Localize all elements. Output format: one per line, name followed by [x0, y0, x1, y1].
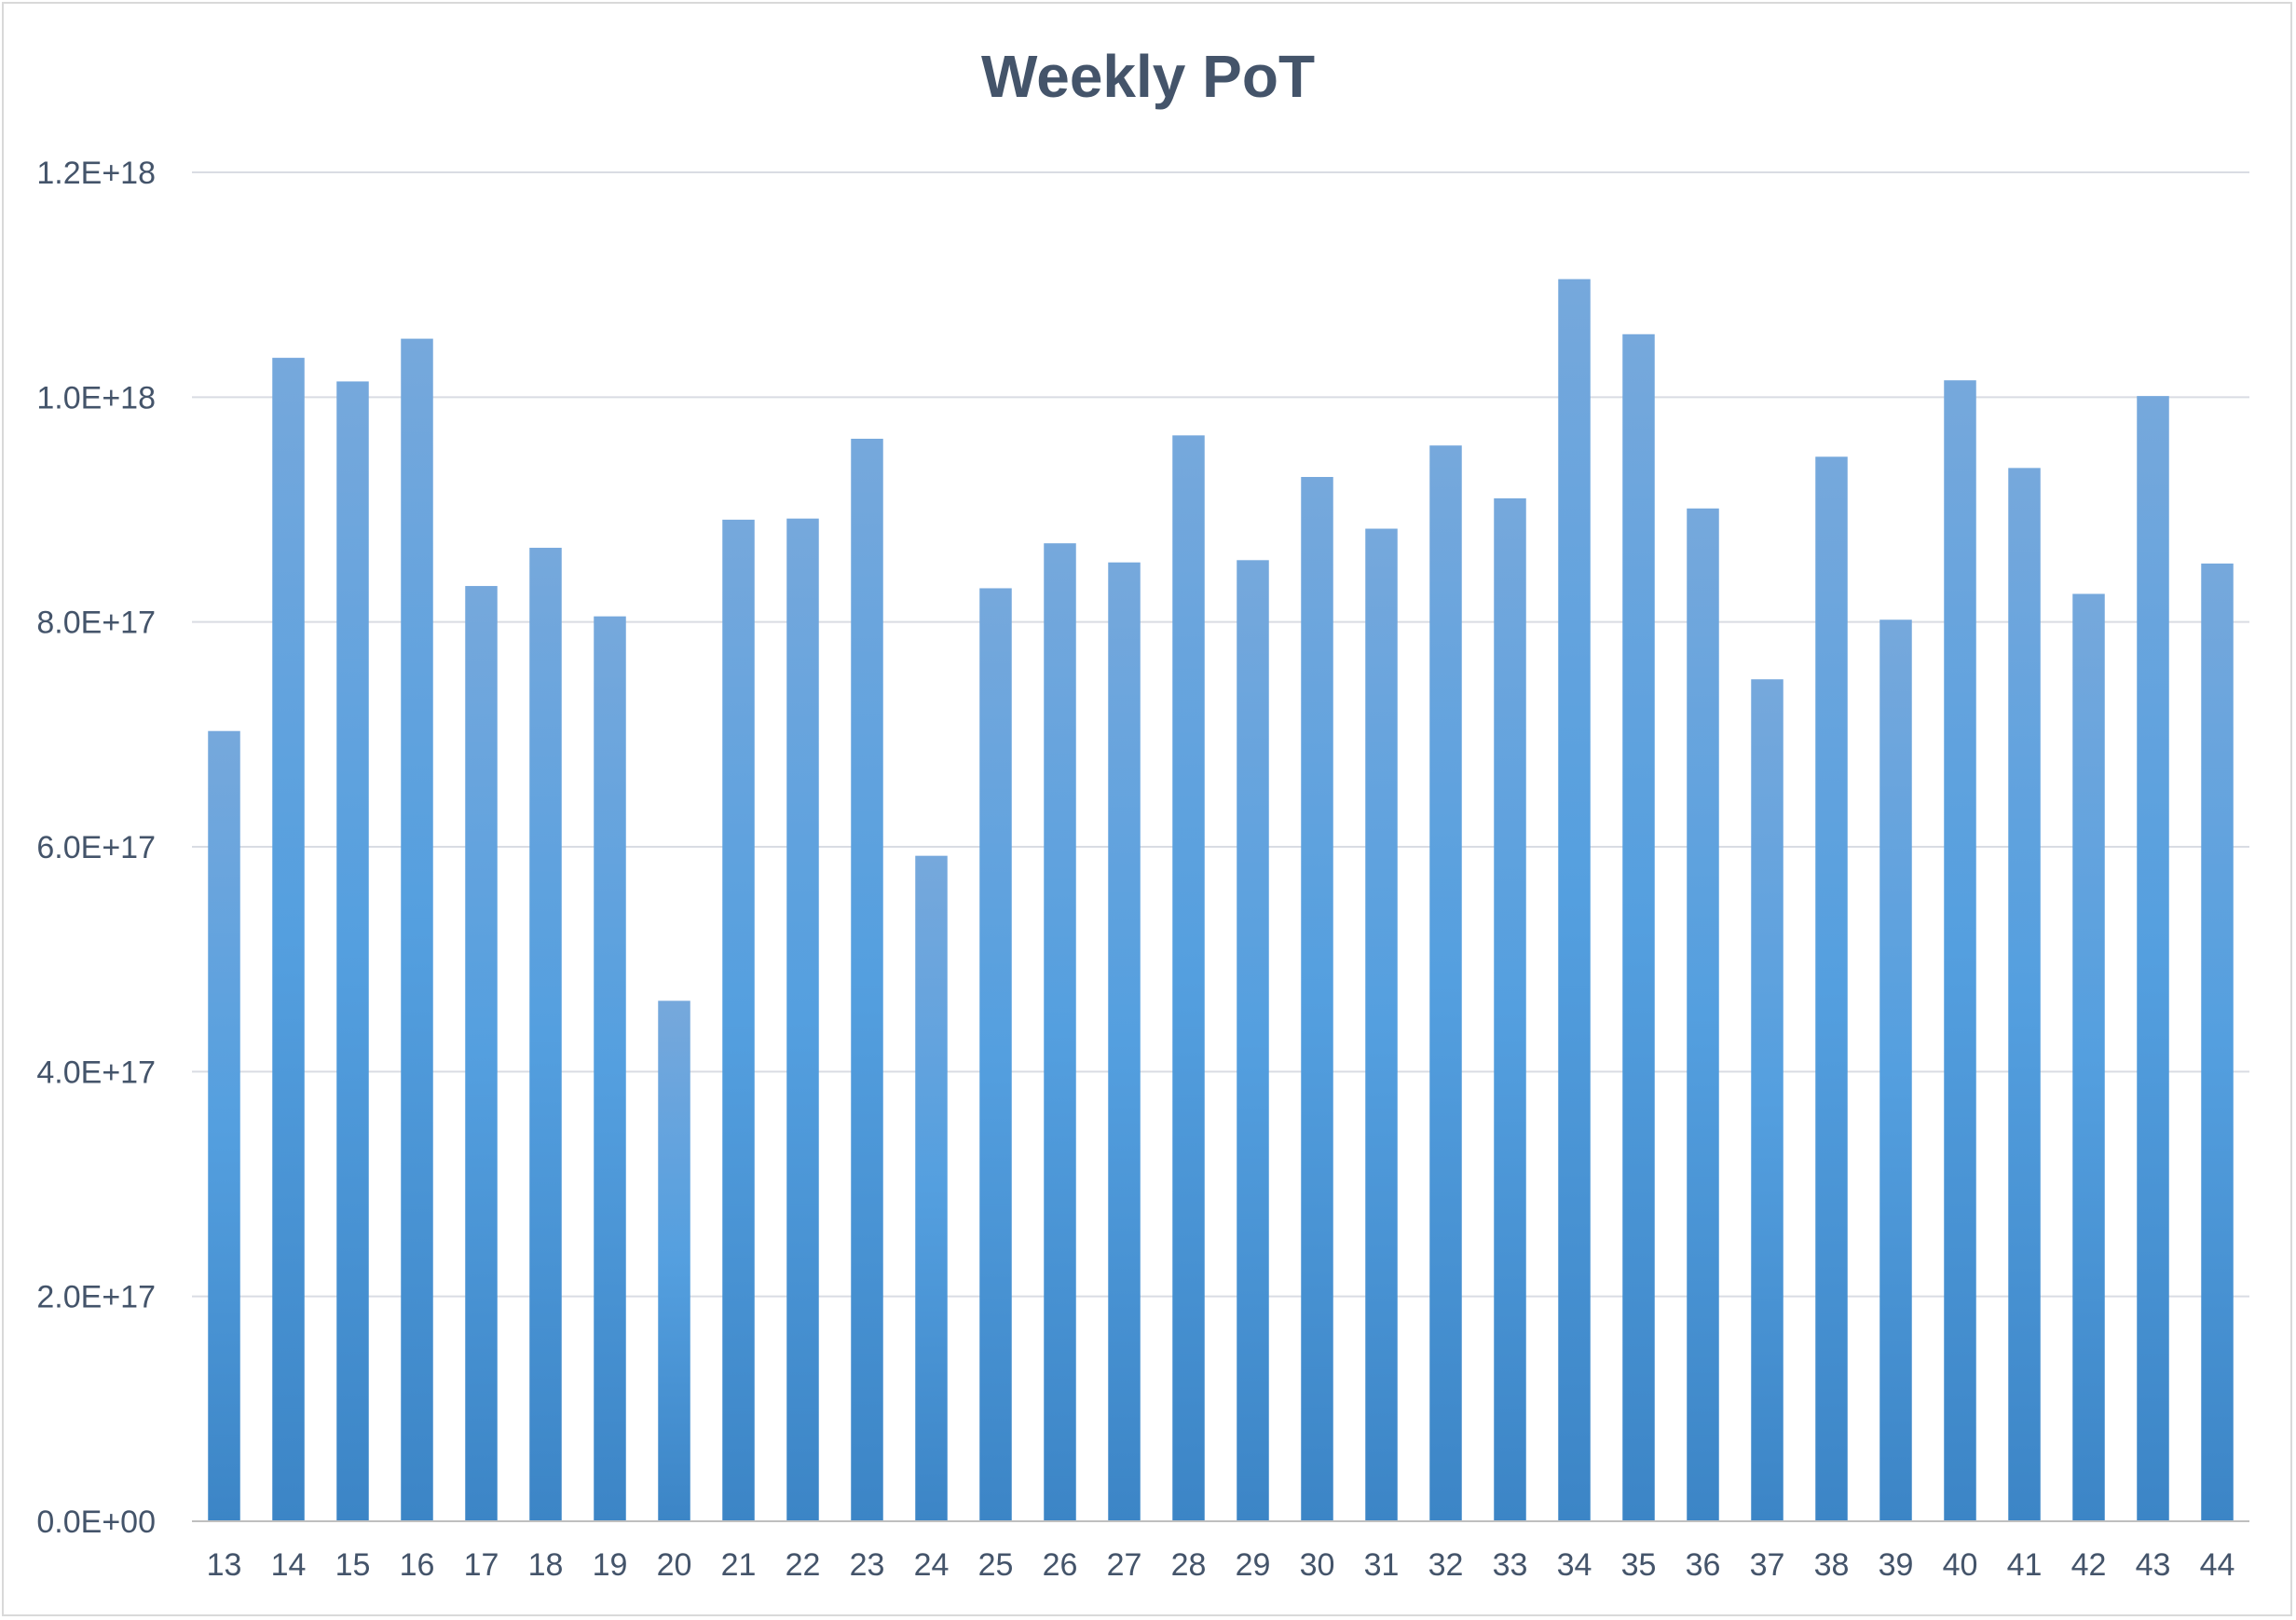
x-tick-label: 19 [593, 1547, 628, 1583]
bar-week-22 [786, 518, 819, 1521]
y-tick-label: 2.0E+17 [36, 1280, 156, 1315]
bar-week-37 [1751, 679, 1784, 1521]
y-tick-label: 1.0E+18 [36, 380, 156, 415]
bar-week-33 [1494, 497, 1526, 1521]
bar-week-34 [1558, 279, 1591, 1522]
x-tick-label: 24 [914, 1547, 950, 1583]
bar-week-40 [1944, 380, 1976, 1521]
x-tick-label: 20 [657, 1547, 692, 1583]
bar-week-16 [401, 338, 433, 1521]
x-tick-label: 34 [1557, 1547, 1592, 1583]
bar-week-38 [1815, 456, 1848, 1522]
x-tick-label: 41 [2007, 1547, 2043, 1583]
bar-week-13 [208, 730, 240, 1521]
gridlines [192, 171, 2249, 1298]
bar-week-43 [2137, 396, 2169, 1521]
bar-week-17 [465, 586, 498, 1521]
x-tick-label: 44 [2200, 1547, 2235, 1583]
bar-week-24 [915, 855, 948, 1521]
x-axis-tick-labels: 13 14 15 16 17 18 19 20 21 22 23 24 25 26 27 28 29 30 31 32… [207, 1547, 2235, 1583]
x-tick-label: 21 [721, 1547, 757, 1583]
bar-week-15 [336, 381, 369, 1522]
bar-week-28 [1172, 435, 1205, 1521]
bar-week-44 [2201, 563, 2234, 1522]
bar-week-36 [1687, 508, 1719, 1521]
chart-title: Weekly PoT [981, 43, 1315, 110]
x-tick-label: 28 [1171, 1547, 1207, 1583]
bar-week-26 [1044, 543, 1076, 1522]
bar-week-27 [1108, 562, 1141, 1521]
bar-week-19 [594, 616, 626, 1521]
y-tick-label: 1.2E+18 [36, 156, 156, 191]
bar-week-14 [272, 358, 305, 1522]
x-tick-label: 15 [335, 1547, 371, 1583]
bar-week-32 [1429, 445, 1462, 1522]
x-tick-label: 39 [1879, 1547, 1914, 1583]
x-tick-label: 16 [400, 1547, 435, 1583]
bar-week-23 [851, 438, 883, 1522]
y-tick-label: 0.0E+00 [36, 1504, 156, 1540]
x-tick-label: 35 [1621, 1547, 1657, 1583]
bar-week-30 [1301, 477, 1333, 1522]
x-tick-label: 26 [1043, 1547, 1078, 1583]
bar-series [208, 279, 2234, 1522]
bar-week-35 [1622, 334, 1655, 1521]
x-tick-label: 22 [786, 1547, 821, 1583]
bar-week-29 [1237, 560, 1269, 1521]
bar-week-20 [658, 1001, 690, 1521]
x-tick-label: 14 [271, 1547, 307, 1583]
bar-week-41 [2008, 468, 2041, 1522]
y-axis-tick-labels: 0.0E+00 2.0E+17 4.0E+17 6.0E+17 8.0E+17 1.0E+… [36, 156, 156, 1540]
x-tick-label: 23 [850, 1547, 885, 1583]
x-tick-label: 36 [1686, 1547, 1721, 1583]
x-tick-label: 42 [2071, 1547, 2107, 1583]
bar-week-39 [1879, 619, 1912, 1521]
x-tick-label: 37 [1750, 1547, 1785, 1583]
bar-week-18 [529, 548, 562, 1522]
x-tick-label: 40 [1943, 1547, 1978, 1583]
y-tick-label: 4.0E+17 [36, 1055, 156, 1090]
bar-week-31 [1365, 528, 1398, 1521]
x-tick-label: 29 [1236, 1547, 1271, 1583]
x-tick-label: 43 [2136, 1547, 2171, 1583]
x-tick-label: 18 [528, 1547, 564, 1583]
bar-chart: Weekly PoT 0.0E+00 2.0E+17 4.0E+17 6.0E+17 8… [36, 43, 2249, 1583]
y-tick-label: 6.0E+17 [36, 830, 156, 865]
x-tick-label: 25 [978, 1547, 1014, 1583]
bar-week-21 [722, 519, 755, 1521]
x-tick-label: 32 [1428, 1547, 1464, 1583]
x-tick-label: 31 [1364, 1547, 1400, 1583]
x-tick-label: 33 [1493, 1547, 1528, 1583]
y-tick-label: 8.0E+17 [36, 606, 156, 641]
x-tick-label: 27 [1107, 1547, 1142, 1583]
x-tick-label: 17 [464, 1547, 499, 1583]
bar-week-25 [979, 588, 1012, 1521]
x-tick-label: 30 [1300, 1547, 1335, 1583]
x-tick-label: 13 [207, 1547, 242, 1583]
x-tick-label: 38 [1814, 1547, 1850, 1583]
bar-week-42 [2072, 593, 2105, 1521]
